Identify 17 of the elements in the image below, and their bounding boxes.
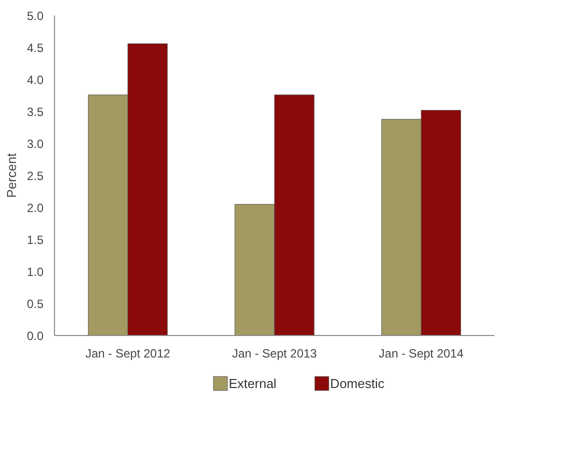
y-tick-label: 2.0 xyxy=(26,201,44,215)
y-tick-label: 3.5 xyxy=(26,105,44,119)
legend-label: External xyxy=(228,376,277,391)
y-tick-label: 5.0 xyxy=(26,9,44,23)
legend-label: Domestic xyxy=(330,376,385,391)
y-tick-label: 0.0 xyxy=(26,329,44,343)
y-tick-label: 3.0 xyxy=(26,137,44,151)
x-tick-label: Jan - Sept 2012 xyxy=(85,346,171,360)
y-tick-label: 1.5 xyxy=(26,233,44,247)
y-tick-label: 2.5 xyxy=(26,169,44,183)
x-tick-label: Jan - Sept 2013 xyxy=(232,346,318,360)
y-tick-label: 0.5 xyxy=(26,297,44,311)
x-tick-label: Jan - Sept 2014 xyxy=(378,346,464,360)
y-tick-label: 4.0 xyxy=(26,73,44,87)
y-tick-label: 4.5 xyxy=(26,41,44,55)
y-axis-title: Percent xyxy=(4,152,19,198)
y-tick-label: 1.0 xyxy=(26,265,44,279)
